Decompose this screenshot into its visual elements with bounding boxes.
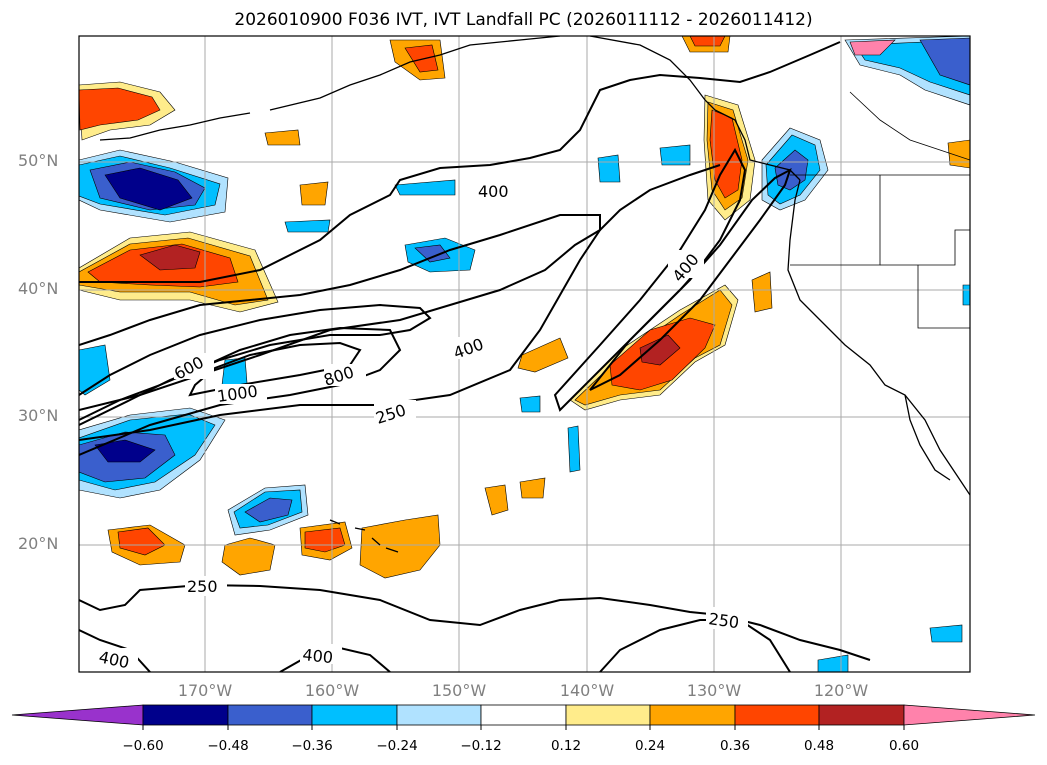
aleutian-chain	[99, 112, 251, 141]
contour-250-outer	[79, 164, 721, 441]
boundaries	[790, 91, 970, 329]
lon-label: 150°W	[431, 681, 487, 700]
contour-ar-plume	[553, 147, 747, 412]
contour-labels: 400 400 400 600 1000 800 250 250 250 400…	[96, 180, 748, 672]
colorbar-tick-label: −0.60	[122, 738, 164, 754]
alaska-coastline	[269, 36, 801, 181]
contour-250-south	[79, 583, 871, 661]
map-panel: 400 400 400 600 1000 800 250 250 250 400…	[79, 36, 970, 672]
lat-label: 40°N	[18, 279, 59, 298]
lon-label: 130°W	[686, 681, 742, 700]
lat-label: 50°N	[18, 151, 59, 170]
lon-label: 170°W	[177, 681, 233, 700]
colorbar-extend-low	[11, 704, 144, 726]
contour-label: 400	[478, 182, 509, 201]
colorbar	[11, 704, 1036, 730]
gridlines	[79, 36, 970, 672]
contour-label: 250	[187, 577, 218, 596]
colorbar-tick-label: −0.48	[207, 738, 249, 754]
lon-label: 120°W	[813, 681, 869, 700]
colorbar-tick-label: 0.12	[550, 738, 582, 754]
lat-label: 30°N	[18, 406, 59, 425]
contour-400-north	[79, 41, 841, 283]
hawaii-islands	[329, 519, 399, 553]
colorbar-tick-label: 0.60	[888, 738, 920, 754]
map-frame	[78, 35, 971, 673]
colorbar-tick-label: 0.48	[803, 738, 835, 754]
lat-label: 20°N	[18, 534, 59, 553]
colorbar-tick-label: −0.36	[291, 738, 333, 754]
colorbar-extend-high	[903, 704, 1036, 726]
colorbar-tick-label: 0.24	[634, 738, 666, 754]
colorbar-tick-label: −0.12	[460, 738, 502, 754]
north-america-west-coast	[787, 179, 970, 496]
coastlines	[99, 36, 970, 553]
baja-coastline	[904, 394, 951, 481]
map-title: 2026010900 F036 IVT, IVT Landfall PC (20…	[234, 10, 813, 30]
colorbar-tick-label: −0.24	[376, 738, 418, 754]
colorbar-tick-label: 0.36	[719, 738, 751, 754]
lon-label: 160°W	[304, 681, 360, 700]
contour-ar-plume-inner	[589, 167, 792, 391]
contour-label: 250	[707, 609, 740, 632]
contour-label: 400	[302, 645, 334, 667]
lon-label: 140°W	[559, 681, 615, 700]
